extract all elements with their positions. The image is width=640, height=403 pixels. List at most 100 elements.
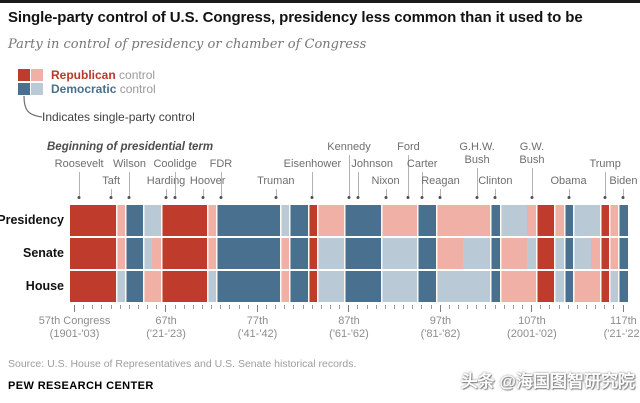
major-tick	[348, 305, 350, 312]
congress-cell	[408, 271, 418, 302]
congress-cell	[170, 238, 180, 269]
toutiao-watermark: 头条 @海国图智研究院	[460, 372, 635, 391]
congress-cell	[408, 205, 418, 236]
congress-cell	[261, 238, 272, 269]
congress-cell	[115, 205, 125, 236]
congress-cell	[79, 238, 89, 269]
tick-cell	[472, 305, 481, 312]
president-label-ford: Ford	[397, 141, 420, 153]
congress-cell	[106, 271, 116, 302]
tick-cell	[436, 305, 445, 312]
congress-cell	[353, 238, 363, 269]
congress-cell	[609, 271, 619, 302]
tick-cell	[161, 305, 170, 312]
congress-cell	[618, 271, 628, 302]
major-tick	[622, 305, 624, 312]
tick-cell	[564, 305, 573, 312]
president-term-dot	[109, 196, 113, 199]
congress-cell	[234, 238, 244, 269]
source-note: Source: U.S. House of Representatives an…	[8, 358, 357, 370]
congress-cell	[463, 271, 473, 302]
legend-republican-row: Republican control	[18, 68, 156, 82]
congress-cell	[508, 205, 518, 236]
president-leader-line	[175, 172, 177, 196]
tick-cell	[381, 305, 390, 312]
president-term-dot	[420, 196, 424, 199]
congress-cell	[197, 205, 208, 236]
congress-cell	[207, 205, 217, 236]
president-label-eisenhower: Eisenhower	[283, 158, 342, 170]
tick-cell	[326, 305, 335, 312]
congress-cell	[563, 271, 573, 302]
congress-cell	[344, 271, 354, 302]
congress-cell	[600, 271, 610, 302]
congress-cell	[527, 271, 537, 302]
congress-cell	[591, 238, 601, 269]
tick-cell	[180, 305, 189, 312]
congress-cell	[261, 271, 272, 302]
tick-cell	[225, 305, 234, 312]
legend-democratic-row: Democratic control	[18, 82, 156, 96]
row-label-house: House	[25, 279, 64, 293]
major-tick	[165, 305, 167, 312]
minor-tick	[284, 305, 286, 309]
minor-tick	[229, 305, 231, 309]
minor-tick	[156, 305, 158, 309]
congress-cell	[188, 271, 198, 302]
tick-cell	[399, 305, 408, 312]
minor-tick	[375, 305, 377, 309]
congress-cell	[289, 238, 299, 269]
tick-cell	[591, 305, 600, 312]
legend-republican-label: Republican control	[51, 68, 155, 82]
congress-cell	[70, 205, 80, 236]
president-leader-line	[495, 189, 497, 196]
president-label-wilson: Wilson	[112, 158, 146, 170]
congress-cell	[453, 271, 464, 302]
congress-cell	[161, 271, 171, 302]
tick-cell	[363, 305, 372, 312]
congress-cell	[453, 205, 464, 236]
minor-tick	[293, 305, 295, 309]
president-leader-line	[275, 189, 277, 196]
congress-cell	[609, 238, 619, 269]
congress-cell	[536, 205, 546, 236]
congress-cell	[563, 205, 573, 236]
tick-cell	[308, 305, 317, 312]
tick-cell	[527, 305, 536, 312]
president-label-carter: Carter	[406, 158, 438, 170]
congress-cell	[499, 205, 509, 236]
president-term-dot	[127, 196, 131, 199]
minor-tick	[430, 305, 432, 309]
begin-of-term-label: Beginning of presidential term	[47, 141, 214, 153]
tick-cell	[390, 305, 399, 312]
congress-cell	[517, 271, 528, 302]
axis-label-117: 117th ('21-'22)	[603, 315, 640, 340]
congress-cell	[289, 271, 299, 302]
minor-tick	[101, 305, 103, 309]
congress-cell	[143, 205, 153, 236]
congress-cell	[307, 271, 317, 302]
tick-cell	[289, 305, 298, 312]
congress-cell	[609, 205, 619, 236]
congress-cell	[243, 271, 253, 302]
tick-cell	[463, 305, 472, 312]
congress-cell	[463, 238, 473, 269]
tick-cell	[600, 305, 609, 312]
president-leader-line	[440, 189, 442, 196]
tick-cell	[554, 305, 563, 312]
president-leader-line	[385, 189, 387, 196]
congress-cell	[417, 271, 427, 302]
minor-tick	[512, 305, 514, 309]
congress-cell	[298, 238, 308, 269]
congress-cell	[124, 205, 134, 236]
congress-cell	[97, 238, 107, 269]
congress-cell	[554, 238, 564, 269]
congress-cell	[325, 271, 336, 302]
congress-cell	[399, 205, 409, 236]
tick-cell	[79, 305, 88, 312]
tick-cell	[454, 305, 463, 312]
axis-label-87: 87th ('61-'62)	[329, 315, 369, 340]
president-label-nixon: Nixon	[371, 175, 400, 187]
tick-cell	[518, 305, 527, 312]
president-leader-line	[605, 172, 607, 196]
